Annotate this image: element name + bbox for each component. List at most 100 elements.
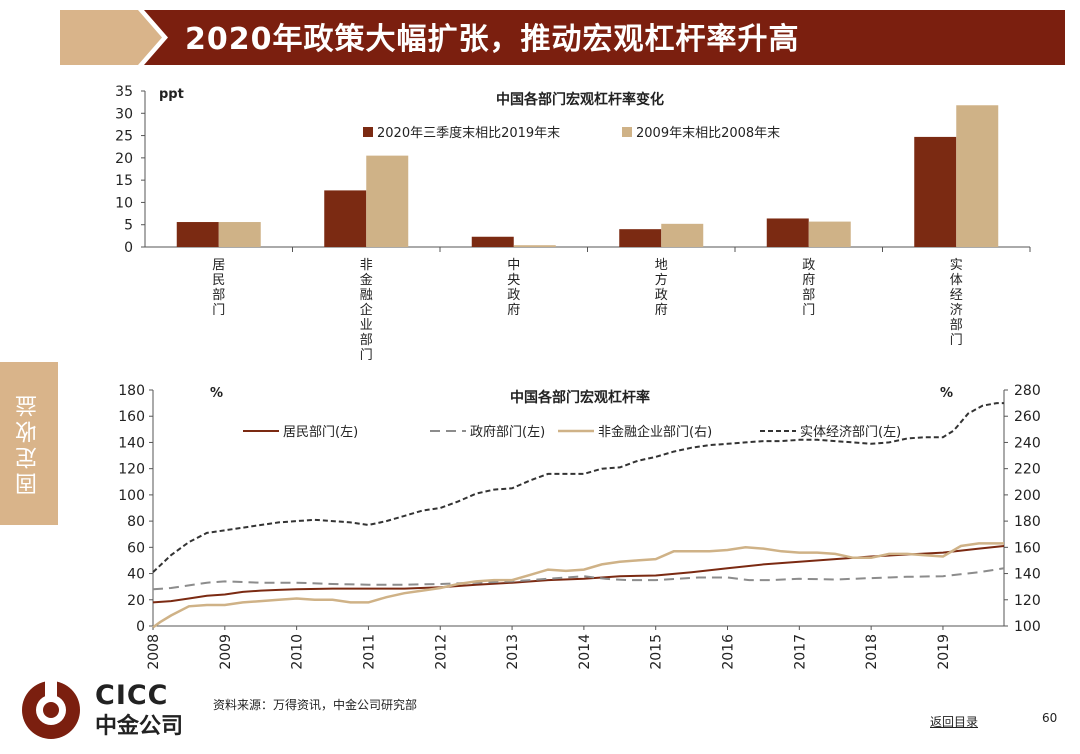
line-y-right-tick-label: 260 xyxy=(1014,409,1041,425)
page-number: 60 xyxy=(1042,711,1058,725)
line-series-非金融企业部门(右) xyxy=(152,542,1004,629)
line-y-left-tick-label: 100 xyxy=(118,488,145,504)
bar-chart-unit-label: ppt xyxy=(159,87,184,102)
line-y-left-tick-label: 120 xyxy=(118,462,145,478)
line-chart-right-unit: % xyxy=(940,386,953,401)
line-y-left-tick-label: 0 xyxy=(136,619,145,635)
logo-text-cn: 中金公司 xyxy=(95,714,184,739)
bar-政府部门-2009 xyxy=(808,221,851,247)
bar-category-label-char: 民 xyxy=(212,273,225,288)
line-y-right-tick-label: 280 xyxy=(1014,383,1041,399)
line-x-tick-label: 2010 xyxy=(290,634,306,670)
line-y-left-tick-label: 180 xyxy=(118,383,145,399)
bar-非金融企业部门-2020q3 xyxy=(324,190,367,247)
line-y-right-tick-label: 180 xyxy=(1014,514,1041,530)
bar-居民部门-2009 xyxy=(218,222,261,247)
bar-category-label-char: 部 xyxy=(360,333,373,348)
bar-category-label-char: 业 xyxy=(360,318,373,333)
line-y-right-tick-label: 100 xyxy=(1014,619,1041,635)
bar-y-tick-label: 20 xyxy=(115,151,133,167)
back-to-contents-link[interactable]: 返回目录 xyxy=(930,715,979,729)
bar-y-tick-label: 10 xyxy=(115,195,133,211)
bar-category-label-char: 门 xyxy=(950,333,963,348)
title-chevron-tan xyxy=(60,10,162,65)
line-x-tick-label: 2016 xyxy=(721,634,737,670)
page-title: 2020年政策大幅扩张，推动宏观杠杆率升高 xyxy=(185,22,800,57)
bar-chart: 中国各部门宏观杠杆率变化ppt05101520253035居民部门非金融企业部门… xyxy=(115,84,1031,363)
line-y-right-tick-label: 160 xyxy=(1014,540,1041,556)
bar-y-tick-label: 0 xyxy=(124,240,133,256)
bar-category-label-char: 非 xyxy=(360,258,373,273)
bar-category-label-char: 居 xyxy=(212,258,225,273)
bar-category-label-char: 部 xyxy=(212,288,225,303)
line-y-left-tick-label: 80 xyxy=(127,514,145,530)
bar-category-label-char: 中 xyxy=(507,258,520,273)
line-series-居民部门(左) xyxy=(152,545,1005,604)
bar-y-tick-label: 5 xyxy=(124,218,133,234)
bar-legend-label: 2020年三季度末相比2019年末 xyxy=(377,125,560,141)
bar-legend-swatch xyxy=(363,127,373,137)
bar-地方政府-2009 xyxy=(661,223,704,247)
bar-中央政府-2009 xyxy=(513,245,556,247)
bar-非金融企业部门-2009 xyxy=(366,155,409,247)
bar-category-label-char: 实 xyxy=(950,258,963,273)
line-x-tick-label: 2011 xyxy=(361,634,377,670)
bar-category-label-char: 门 xyxy=(360,348,373,363)
bar-legend-label: 2009年末相比2008年末 xyxy=(636,126,780,141)
bar-category-label-char: 企 xyxy=(360,302,373,318)
bar-legend-swatch xyxy=(622,127,632,137)
side-tab xyxy=(0,362,58,525)
bar-category-label-char: 府 xyxy=(507,303,520,318)
bar-y-tick-label: 35 xyxy=(115,84,133,100)
line-legend-label: 居民部门(左) xyxy=(283,425,358,440)
line-y-left-tick-label: 20 xyxy=(127,593,145,609)
bar-category-label-char: 地 xyxy=(655,258,668,273)
line-x-tick-label: 2017 xyxy=(792,634,808,670)
bar-category-label-char: 政 xyxy=(507,288,520,303)
line-y-left-tick-label: 140 xyxy=(118,435,145,451)
line-series-实体经济部门(左) xyxy=(152,402,1004,573)
line-y-left-tick-label: 60 xyxy=(127,540,145,556)
bar-category-label-char: 央 xyxy=(507,273,520,288)
bar-category-label-char: 门 xyxy=(212,303,225,318)
line-x-tick-label: 2018 xyxy=(864,634,880,670)
line-legend-label: 实体经济部门(左) xyxy=(800,425,901,440)
bar-category-label-char: 方 xyxy=(655,272,668,288)
logo-text-en: CICC xyxy=(95,680,169,711)
line-x-tick-label: 2019 xyxy=(936,634,952,670)
line-x-tick-label: 2012 xyxy=(433,634,449,670)
line-x-tick-label: 2014 xyxy=(577,634,593,670)
line-x-tick-label: 2015 xyxy=(649,634,665,670)
bar-category-label-char: 经 xyxy=(950,288,963,303)
bar-category-label-char: 部 xyxy=(950,318,963,333)
line-legend-label: 非金融企业部门(右) xyxy=(598,424,712,440)
line-x-tick-label: 2009 xyxy=(218,634,234,670)
bar-category-label-char: 融 xyxy=(360,288,373,303)
line-chart-title: 中国各部门宏观杠杆率 xyxy=(510,389,650,406)
title-banner-dark xyxy=(144,10,1065,65)
line-x-tick-label: 2013 xyxy=(505,634,521,670)
bar-category-label-char: 府 xyxy=(802,273,815,288)
line-y-left-tick-label: 40 xyxy=(127,567,145,583)
cicc-logo-icon xyxy=(22,679,80,739)
bar-category-label-char: 政 xyxy=(655,288,668,303)
line-x-tick-label: 2008 xyxy=(146,634,162,670)
bar-实体经济部门-2009 xyxy=(956,105,999,248)
bar-category-label-char: 部 xyxy=(802,288,815,303)
bar-category-label-char: 济 xyxy=(950,303,963,318)
line-y-left-tick-label: 160 xyxy=(118,409,145,425)
line-y-right-tick-label: 120 xyxy=(1014,593,1041,609)
line-y-right-tick-label: 140 xyxy=(1014,567,1041,583)
line-chart-left-unit: % xyxy=(210,386,223,401)
bar-居民部门-2020q3 xyxy=(176,222,219,247)
bar-category-label-char: 政 xyxy=(802,258,815,273)
line-y-right-tick-label: 240 xyxy=(1014,435,1041,451)
bar-中央政府-2020q3 xyxy=(471,236,514,247)
line-y-right-tick-label: 220 xyxy=(1014,462,1041,478)
bar-地方政府-2020q3 xyxy=(619,229,662,247)
bar-实体经济部门-2020q3 xyxy=(914,136,957,247)
line-chart: 中国各部门宏观杠杆率% % 0 20 40 60 80 100 120 140 160 180 100 1… xyxy=(118,383,1041,670)
bar-chart-title: 中国各部门宏观杠杆率变化 xyxy=(496,91,664,108)
line-series-政府部门(左) xyxy=(152,567,1005,591)
line-legend-label: 政府部门(左) xyxy=(470,425,545,440)
